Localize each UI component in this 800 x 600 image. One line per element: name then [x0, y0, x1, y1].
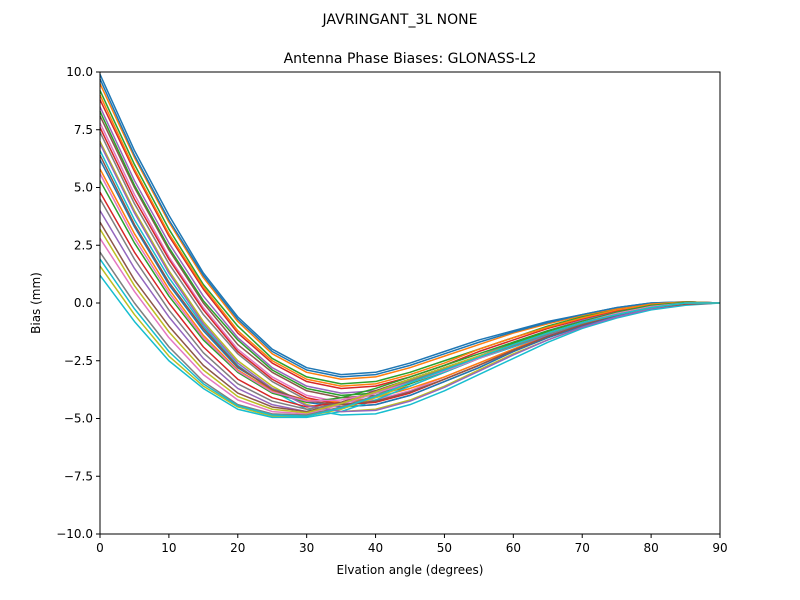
x-tick-label: 50 — [437, 541, 452, 555]
y-axis: −10.0 −7.5 −5.0 −2.5 0.0 2.5 5.0 7.5 10.0 — [56, 65, 100, 541]
x-tick-label: 90 — [712, 541, 727, 555]
series-line-25 — [99, 143, 721, 413]
x-tick-label: 80 — [643, 541, 658, 555]
figure-suptitle: JAVRINGANT_3L NONE — [322, 12, 478, 28]
y-tick-label: −2.5 — [64, 354, 93, 368]
y-axis-label: Bias (mm) — [29, 272, 43, 334]
y-tick-label: 5.0 — [74, 181, 93, 195]
series-line-30 — [99, 258, 720, 417]
x-tick-label: 70 — [575, 541, 590, 555]
x-tick-label: 0 — [96, 541, 104, 555]
chart-title: Antenna Phase Biases: GLONASS-L2 — [284, 51, 537, 67]
x-tick-label: 20 — [230, 541, 245, 555]
x-tick-label: 30 — [299, 541, 314, 555]
series-layer — [99, 74, 721, 419]
series-line-2 — [99, 83, 721, 380]
y-tick-label: 10.0 — [66, 65, 93, 79]
series-line-10 — [99, 150, 721, 416]
y-tick-label: 0.0 — [74, 296, 93, 310]
x-tick-label: 10 — [161, 541, 176, 555]
y-tick-label: −7.5 — [64, 469, 93, 483]
y-tick-label: −10.0 — [56, 527, 93, 541]
series-line-11 — [99, 159, 721, 408]
x-axis-label: Elvation angle (degrees) — [337, 563, 484, 577]
y-tick-label: 2.5 — [74, 238, 93, 252]
x-tick-label: 40 — [368, 541, 383, 555]
series-line-22 — [99, 94, 721, 387]
y-tick-label: 7.5 — [74, 123, 93, 137]
series-line-23 — [99, 110, 721, 397]
x-tick-label: 60 — [506, 541, 521, 555]
series-line-21 — [99, 78, 721, 378]
x-axis: 0 10 20 30 40 50 60 70 80 90 — [96, 534, 728, 555]
y-tick-label: −5.0 — [64, 412, 93, 426]
